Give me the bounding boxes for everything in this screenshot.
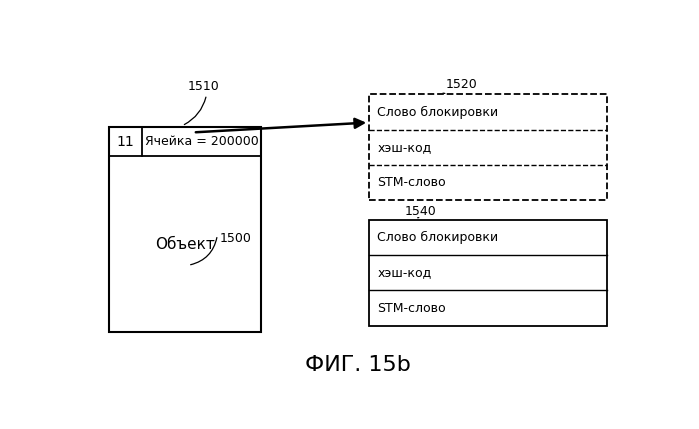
Text: STM-слово: STM-слово bbox=[377, 176, 446, 189]
Text: Слово блокировки: Слово блокировки bbox=[377, 106, 498, 118]
Text: STM-слово: STM-слово bbox=[377, 302, 446, 314]
Text: 1540: 1540 bbox=[405, 205, 436, 218]
Text: ФИГ. 15b: ФИГ. 15b bbox=[305, 355, 411, 375]
Text: Слово блокировки: Слово блокировки bbox=[377, 231, 498, 244]
Text: хэш-код: хэш-код bbox=[377, 266, 431, 279]
Text: хэш-код: хэш-код bbox=[377, 141, 431, 154]
Text: 11: 11 bbox=[117, 135, 135, 149]
Text: Ячейка = 200000: Ячейка = 200000 bbox=[145, 135, 259, 148]
Bar bbox=[369, 94, 607, 200]
Bar bbox=[109, 127, 261, 332]
Text: Объект: Объект bbox=[155, 237, 215, 252]
Bar bbox=[369, 220, 607, 326]
Text: 1510: 1510 bbox=[188, 80, 219, 93]
Text: 1520: 1520 bbox=[445, 78, 477, 91]
Text: 1500: 1500 bbox=[220, 232, 252, 245]
